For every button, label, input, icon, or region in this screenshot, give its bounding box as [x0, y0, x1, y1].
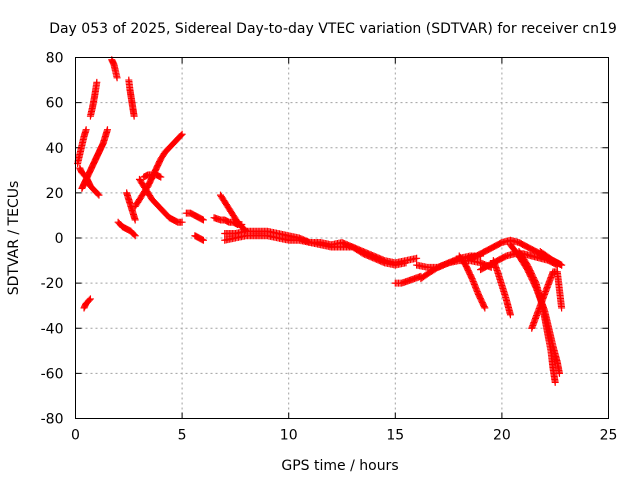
data-points — [74, 56, 566, 386]
data-point — [402, 259, 410, 267]
data-point — [199, 216, 207, 224]
data-point — [113, 74, 121, 82]
series-arc25 — [489, 257, 514, 319]
data-point — [130, 112, 138, 120]
plot-frame — [75, 57, 609, 419]
data-point — [178, 130, 186, 138]
data-point — [95, 191, 103, 199]
series-arc28 — [528, 268, 566, 332]
series-arc04 — [80, 295, 94, 312]
chart-title: Day 053 of 2025, Sidereal Day-to-day VTE… — [49, 21, 617, 37]
data-point — [558, 261, 566, 269]
y-tick-label: -80 — [41, 412, 64, 428]
series-arc12 — [140, 171, 165, 181]
series-arc09 — [123, 189, 139, 224]
y-tick-label: -60 — [41, 366, 64, 382]
y-tick-label: 80 — [46, 51, 64, 67]
y-tick-label: 60 — [46, 96, 64, 112]
series-arc18 — [221, 232, 410, 269]
x-tick-label: 0 — [71, 428, 80, 444]
data-point — [82, 126, 90, 134]
y-tick-label: 20 — [46, 186, 64, 202]
x-tick-label: 25 — [600, 428, 618, 444]
series-arc02 — [74, 126, 90, 168]
series-arc06 — [108, 56, 121, 82]
series-arc11 — [135, 175, 186, 226]
y-tick-label: -20 — [41, 276, 64, 292]
data-point — [481, 304, 489, 312]
x-tick-label: 20 — [493, 428, 511, 444]
data-point — [551, 378, 559, 386]
x-tick-label: 15 — [386, 428, 404, 444]
y-tick-label: 0 — [55, 231, 64, 247]
series-arc14 — [191, 232, 207, 244]
series-arc13 — [182, 209, 207, 224]
series-arc10 — [131, 130, 186, 210]
data-point — [413, 254, 421, 262]
data-point — [157, 173, 165, 181]
data-point — [178, 218, 186, 226]
series-arc03 — [78, 126, 111, 192]
data-point — [131, 232, 139, 240]
data-point — [558, 304, 566, 312]
y-tick-label: 40 — [46, 141, 64, 157]
data-point — [103, 126, 111, 134]
x-axis-label: GPS time / hours — [281, 458, 398, 474]
series-arc29 — [536, 248, 566, 269]
grid — [75, 57, 609, 419]
series-arc16 — [216, 191, 250, 235]
x-tick-label: 5 — [178, 428, 187, 444]
series-arc19 — [391, 272, 425, 287]
data-point — [94, 190, 102, 198]
series-arc27 — [515, 248, 559, 386]
series-arc07 — [125, 76, 138, 120]
series-arc22 — [455, 252, 489, 312]
data-point — [86, 295, 94, 303]
data-point — [130, 231, 138, 239]
series-arc08 — [114, 218, 139, 240]
data-point — [177, 131, 185, 139]
data-point — [85, 296, 93, 304]
data-point — [93, 78, 101, 86]
data-point — [506, 311, 514, 319]
data-point — [131, 216, 139, 224]
data-point — [480, 303, 488, 311]
series-arc05 — [86, 78, 101, 120]
data-point — [199, 236, 207, 244]
y-tick-label: -40 — [41, 321, 64, 337]
x-tick-label: 10 — [280, 428, 298, 444]
y-axis-label: SDTVAR / TECUs — [6, 181, 22, 296]
